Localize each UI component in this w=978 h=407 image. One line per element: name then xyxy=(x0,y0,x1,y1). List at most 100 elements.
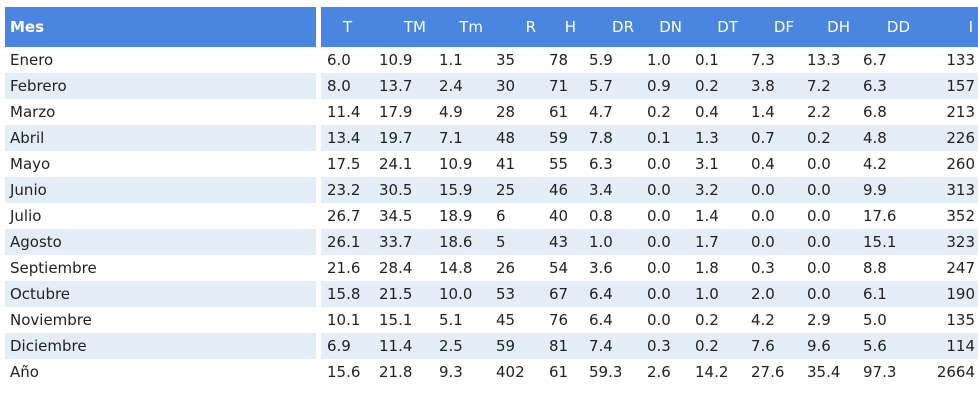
cell-dt: 0.4 xyxy=(695,103,719,121)
cell-tm: 28.4 xyxy=(379,259,413,277)
cell-dn: 0.1 xyxy=(647,129,671,147)
table-row-label: Diciembre xyxy=(5,333,316,359)
cell-h: 54 xyxy=(549,259,569,277)
cell-dn: 0.0 xyxy=(647,285,671,303)
month-name: Febrero xyxy=(10,77,67,95)
cell-dh: 35.4 xyxy=(807,363,841,381)
table-row: 26.1 33.7 18.6 5 43 1.0 0.0 1.7 0.0 0.0 15.1 323 xyxy=(321,229,978,255)
cell-tm: 18.9 xyxy=(439,207,473,225)
cell-h: 46 xyxy=(549,181,569,199)
cell-r: 5 xyxy=(496,233,506,251)
table-row: 15.6 21.8 9.3 402 61 59.3 2.6 14.2 27.6 35.4 97.3 2… xyxy=(321,359,978,385)
cell-dn: 0.3 xyxy=(647,337,671,355)
climate-table: Mes Enero Febrero Marzo Abril Mayo Junio Julio… xyxy=(5,7,978,385)
month-name: Julio xyxy=(10,207,42,225)
table-row: 8.0 13.7 2.4 30 71 5.7 0.9 0.2 3.8 7.2 6.3 157 xyxy=(321,73,978,99)
cell-h: 81 xyxy=(549,337,569,355)
cell-df: 27.6 xyxy=(751,363,785,381)
table-row-label: Noviembre xyxy=(5,307,316,333)
cell-r: 402 xyxy=(496,363,525,381)
cell-tm: 2.5 xyxy=(439,337,463,355)
cell-t: 17.5 xyxy=(327,155,361,173)
table-row: 26.7 34.5 18.9 6 40 0.8 0.0 1.4 0.0 0.0 17.6 352 xyxy=(321,203,978,229)
cell-dh: 2.2 xyxy=(807,103,831,121)
cell-dh: 0.2 xyxy=(807,129,831,147)
cell-dr: 59.3 xyxy=(589,363,623,381)
cell-dd: 6.7 xyxy=(863,51,887,69)
header-tm: Tm xyxy=(459,18,483,36)
cell-r: 35 xyxy=(496,51,516,69)
month-name: Junio xyxy=(10,181,47,199)
cell-h: 78 xyxy=(549,51,569,69)
cell-t: 15.6 xyxy=(327,363,361,381)
cell-t: 11.4 xyxy=(327,103,361,121)
cell-dh: 13.3 xyxy=(807,51,841,69)
cell-tm: 19.7 xyxy=(379,129,413,147)
cell-dh: 0.0 xyxy=(807,181,831,199)
month-name: Marzo xyxy=(10,103,56,121)
header-i: I xyxy=(968,18,973,36)
header-h: H xyxy=(564,18,576,36)
header-r: R xyxy=(525,18,536,36)
cell-r: 30 xyxy=(496,77,516,95)
cell-df: 4.2 xyxy=(751,311,775,329)
cell-r: 59 xyxy=(496,337,516,355)
table-row-label: Enero xyxy=(5,47,316,73)
cell-t: 21.6 xyxy=(327,259,361,277)
cell-dt: 1.7 xyxy=(695,233,719,251)
month-name: Agosto xyxy=(10,233,62,251)
cell-h: 61 xyxy=(549,363,569,381)
cell-df: 0.7 xyxy=(751,129,775,147)
cell-dr: 4.7 xyxy=(589,103,613,121)
cell-i: 260 xyxy=(946,155,975,173)
cell-dt: 0.2 xyxy=(695,311,719,329)
cell-t: 10.1 xyxy=(327,311,361,329)
cell-t: 23.2 xyxy=(327,181,361,199)
header-tm: TM xyxy=(403,18,426,36)
cell-i: 2664 xyxy=(936,363,975,381)
header-dt: DT xyxy=(717,18,738,36)
cell-dr: 5.9 xyxy=(589,51,613,69)
table-row-label: Octubre xyxy=(5,281,316,307)
cell-tm: 15.9 xyxy=(439,181,473,199)
header-dn: DN xyxy=(659,18,682,36)
cell-df: 7.3 xyxy=(751,51,775,69)
cell-dr: 7.4 xyxy=(589,337,613,355)
cell-h: 40 xyxy=(549,207,569,225)
cell-dt: 1.4 xyxy=(695,207,719,225)
cell-dn: 0.9 xyxy=(647,77,671,95)
cell-tm: 33.7 xyxy=(379,233,413,251)
cell-tm: 11.4 xyxy=(379,337,413,355)
month-name: Abril xyxy=(10,129,45,147)
cell-dh: 7.2 xyxy=(807,77,831,95)
cell-df: 0.4 xyxy=(751,155,775,173)
cell-dn: 2.6 xyxy=(647,363,671,381)
cell-i: 133 xyxy=(946,51,975,69)
cell-tm: 5.1 xyxy=(439,311,463,329)
cell-t: 6.0 xyxy=(327,51,351,69)
cell-tm: 15.1 xyxy=(379,311,413,329)
cell-dh: 0.0 xyxy=(807,155,831,173)
cell-r: 48 xyxy=(496,129,516,147)
cell-i: 114 xyxy=(946,337,975,355)
cell-i: 135 xyxy=(946,311,975,329)
table-row-label: Julio xyxy=(5,203,316,229)
cell-dr: 0.8 xyxy=(589,207,613,225)
cell-tm: 10.9 xyxy=(379,51,413,69)
cell-dn: 0.0 xyxy=(647,233,671,251)
cell-h: 43 xyxy=(549,233,569,251)
table-row-label: Mayo xyxy=(5,151,316,177)
cell-tm: 7.1 xyxy=(439,129,463,147)
header-t: T xyxy=(343,18,353,36)
cell-df: 0.0 xyxy=(751,233,775,251)
cell-tm: 9.3 xyxy=(439,363,463,381)
cell-i: 313 xyxy=(946,181,975,199)
cell-dr: 6.3 xyxy=(589,155,613,173)
cell-df: 3.8 xyxy=(751,77,775,95)
cell-r: 28 xyxy=(496,103,516,121)
cell-dt: 3.2 xyxy=(695,181,719,199)
cell-h: 67 xyxy=(549,285,569,303)
cell-dh: 0.0 xyxy=(807,259,831,277)
cell-dh: 0.0 xyxy=(807,207,831,225)
header-dd: DD xyxy=(886,18,910,36)
